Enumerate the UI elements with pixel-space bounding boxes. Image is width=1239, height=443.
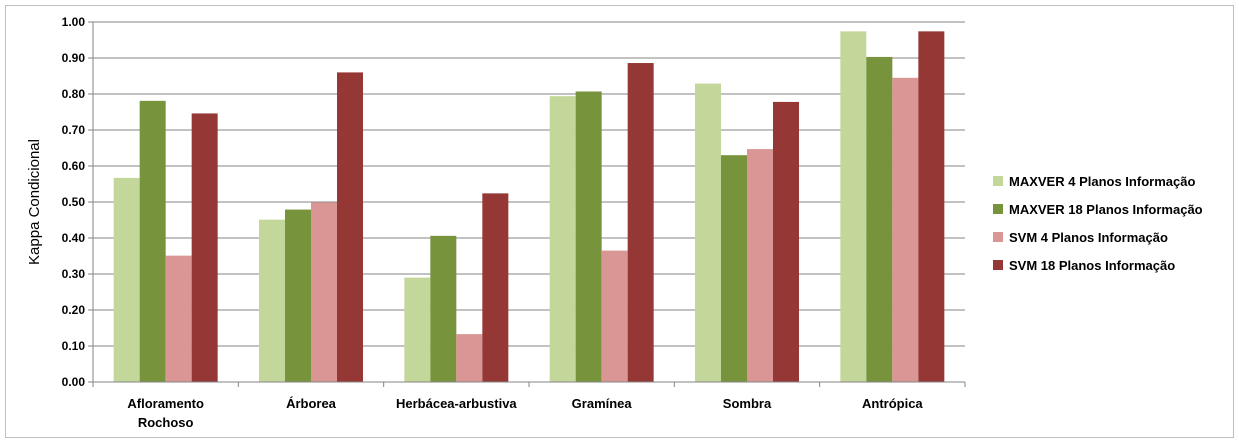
bar [918,31,945,383]
y-tick-label: 0.70 [62,123,86,137]
y-tick-label: 0.90 [62,51,86,65]
y-tick-label: 0.10 [62,339,86,353]
x-category-label: Gramínea [572,396,633,411]
bar [482,193,509,382]
bar [259,219,285,382]
bar [191,113,218,382]
y-tick-label: 1.00 [62,15,86,29]
legend-label: MAXVER 18 Planos Informação [1009,202,1203,217]
legend-item[interactable]: SVM 4 Planos Informação [993,230,1168,245]
legend-swatch [993,204,1003,214]
axes [92,22,966,387]
bar [747,149,773,382]
y-tick-label: 0.60 [62,159,86,173]
bar [840,31,867,383]
legend-item[interactable]: MAXVER 4 Planos Informação [993,174,1195,189]
legend[interactable]: MAXVER 4 Planos Informação MAXVER 18 Plan… [993,174,1203,273]
x-category-label: Herbácea-arbustiva [396,396,517,411]
legend-label: SVM 18 Planos Informação [1009,258,1175,273]
bars [113,31,945,383]
legend-label: SVM 4 Planos Informação [1009,230,1168,245]
bar [404,277,431,382]
x-category-label: Afloramento [127,396,204,411]
x-category-label: Sombra [723,396,772,411]
legend-item[interactable]: MAXVER 18 Planos Informação [993,202,1203,217]
y-tick-label: 0.00 [62,375,86,389]
y-axis-title: Kappa Condicional [26,139,43,265]
legend-item[interactable]: SVM 18 Planos Informação [993,258,1175,273]
x-category-label: Antrópica [862,396,923,411]
bar [165,255,192,382]
bar [311,202,337,382]
bar [456,334,483,382]
bar [549,96,576,382]
bar [695,83,721,382]
x-axis-category-labels: Afloramento Rochoso Árborea Herbácea-arbust… [127,396,923,430]
bar [627,63,654,382]
bar [866,56,893,383]
bar [721,155,747,382]
y-tick-label: 0.40 [62,231,86,245]
bar [113,177,140,382]
bar [773,101,799,383]
legend-label: MAXVER 4 Planos Informação [1009,174,1195,189]
bar [892,77,919,383]
y-tick-label: 0.80 [62,87,86,101]
bar [430,235,457,382]
x-category-label: Rochoso [138,415,194,430]
legend-swatch [993,176,1003,186]
y-tick-label: 0.50 [62,195,86,209]
x-category-label: Árborea [286,396,337,411]
gridlines [93,21,965,347]
legend-swatch [993,260,1003,270]
bar [139,100,166,382]
bar [337,72,363,383]
y-axis-ticks: 0.00 0.10 0.20 0.30 0.40 0.50 0.60 0.70 0.80 0.90… [62,15,93,389]
legend-swatch [993,232,1003,242]
y-tick-label: 0.30 [62,267,86,281]
bar [285,209,311,382]
y-tick-label: 0.20 [62,303,86,317]
bar [575,91,602,382]
bar [601,250,628,382]
